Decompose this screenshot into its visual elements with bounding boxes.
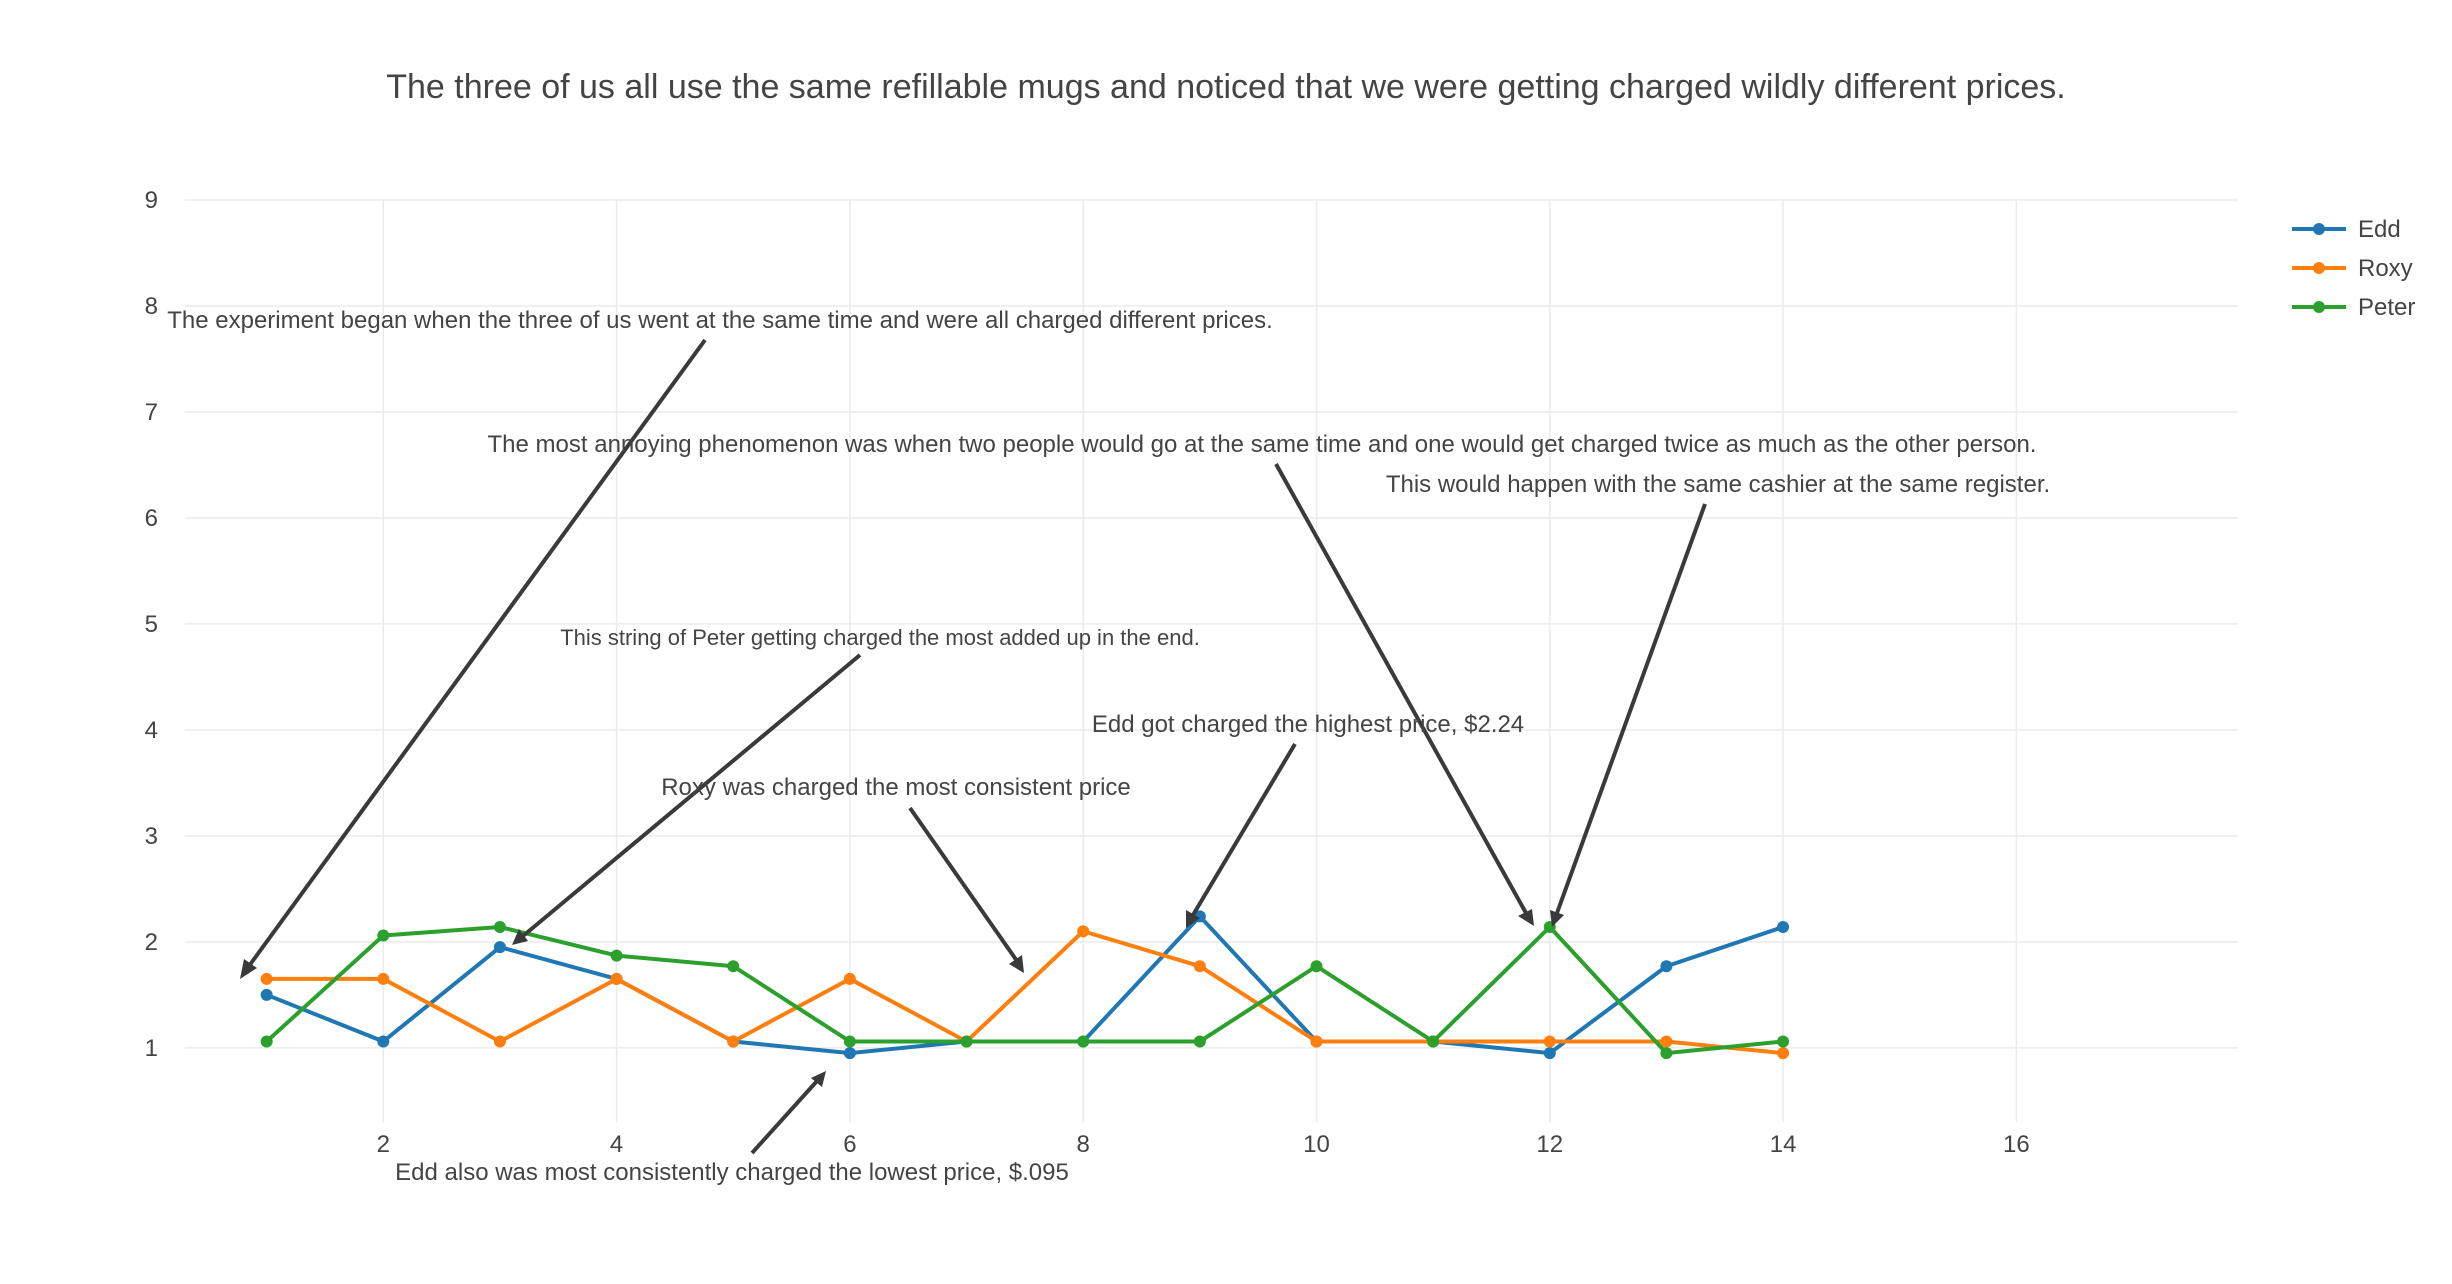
data-point-roxy (610, 972, 623, 985)
annotation-edd-lowest: Edd also was most consistently charged t… (395, 1159, 1069, 1186)
data-point-peter (610, 949, 623, 962)
legend: Edd Roxy Peter (2292, 216, 2415, 321)
data-point-roxy (1077, 925, 1090, 938)
y-tick-label: 2 (145, 929, 158, 956)
series-line-roxy (266, 929, 1784, 1056)
y-tick-label: 5 (145, 611, 158, 638)
data-point-roxy (377, 972, 390, 985)
data-point-peter (1777, 1035, 1790, 1048)
y-axis: 1 2 3 4 5 6 7 8 9 (145, 187, 158, 1062)
data-point-roxy (493, 1035, 506, 1048)
annotation-arrow-peter-string (521, 653, 862, 938)
annotation-experiment: The experiment began when the three of u… (167, 307, 1273, 334)
grid (185, 199, 2238, 1122)
chart-title: The three of us all use the same refilla… (386, 68, 2066, 106)
x-tick-label: 10 (1303, 1131, 1330, 1158)
annotation-arrow-roxy-consistent (908, 806, 1019, 963)
data-point-edd (493, 941, 506, 954)
annotation-arrowhead-same-cashier (1550, 910, 1564, 927)
data-point-roxy (1777, 1047, 1790, 1060)
data-point-peter (1077, 1035, 1090, 1048)
x-axis: 2 4 6 8 10 12 14 16 (377, 1131, 2030, 1158)
data-point-peter (1660, 1047, 1673, 1060)
data-point-peter (727, 960, 740, 973)
data-point-peter (1427, 1035, 1440, 1048)
data-point-roxy (1310, 1035, 1323, 1048)
y-tick-label: 8 (145, 293, 158, 320)
annotations: The experiment began when the three of u… (167, 307, 2050, 1186)
legend-label-peter: Peter (2358, 294, 2415, 321)
data-point-peter (1193, 1035, 1206, 1048)
data-point-peter (377, 929, 390, 942)
data-point-edd (1543, 1047, 1556, 1060)
data-point-peter (493, 921, 506, 934)
data-point-peter (260, 1035, 273, 1048)
annotation-same-cashier: This would happen with the same cashier … (1386, 471, 2050, 498)
annotation-peter-string: This string of Peter getting charged the… (560, 625, 1200, 650)
annotation-arrowhead-roxy-consistent (1009, 955, 1024, 973)
y-tick-label: 7 (145, 399, 158, 426)
annotation-arrowhead-experiment (240, 959, 257, 979)
annotation-arrowhead-edd-highest (1186, 910, 1200, 928)
data-point-roxy (843, 972, 856, 985)
x-tick-label: 6 (843, 1131, 856, 1158)
annotation-arrowhead-edd-lowest (811, 1071, 826, 1087)
y-tick-label: 6 (145, 505, 158, 532)
x-tick-label: 8 (1077, 1131, 1090, 1158)
annotation-arrow-edd-highest (1191, 742, 1297, 917)
legend-label-roxy: Roxy (2358, 255, 2413, 282)
data-point-edd (1660, 960, 1673, 973)
annotation-arrow-same-cashier (1555, 503, 1707, 914)
annotation-edd-highest: Edd got charged the highest price, $2.24 (1092, 711, 1524, 738)
legend-marker-roxy (2313, 262, 2325, 274)
x-tick-label: 16 (2003, 1131, 2030, 1158)
data-point-edd (1777, 921, 1790, 934)
y-tick-label: 1 (145, 1035, 158, 1062)
data-point-edd (377, 1035, 390, 1048)
data-point-edd (260, 988, 273, 1001)
annotation-annoying: The most annoying phenomenon was when tw… (488, 431, 2037, 458)
y-tick-label: 3 (145, 823, 158, 850)
data-point-roxy (1193, 960, 1206, 973)
legend-marker-edd (2313, 223, 2325, 235)
annotation-arrow-annoying (1274, 463, 1528, 914)
x-tick-label: 2 (377, 1131, 390, 1158)
data-point-peter (960, 1035, 973, 1048)
x-tick-label: 12 (1536, 1131, 1563, 1158)
annotation-arrowhead-annoying (1518, 909, 1534, 926)
annotation-arrow-edd-lowest (750, 1079, 819, 1155)
x-tick-label: 14 (1770, 1131, 1797, 1158)
data-point-roxy (1543, 1035, 1556, 1048)
y-tick-label: 4 (145, 717, 158, 744)
data-point-roxy (727, 1035, 740, 1048)
legend-label-edd: Edd (2358, 216, 2401, 243)
annotation-arrow-experiment (247, 338, 707, 968)
data-point-roxy (1660, 1035, 1673, 1048)
series-layer (260, 910, 1790, 1060)
x-tick-label: 4 (610, 1131, 623, 1158)
data-point-peter (1310, 960, 1323, 973)
data-point-peter (843, 1035, 856, 1048)
annotation-roxy-consistent: Roxy was charged the most consistent pri… (661, 774, 1131, 801)
y-tick-label: 9 (145, 187, 158, 214)
annotation-arrowhead-peter-string (512, 929, 528, 945)
data-point-roxy (260, 972, 273, 985)
legend-marker-peter (2313, 301, 2325, 313)
data-point-edd (843, 1047, 856, 1060)
